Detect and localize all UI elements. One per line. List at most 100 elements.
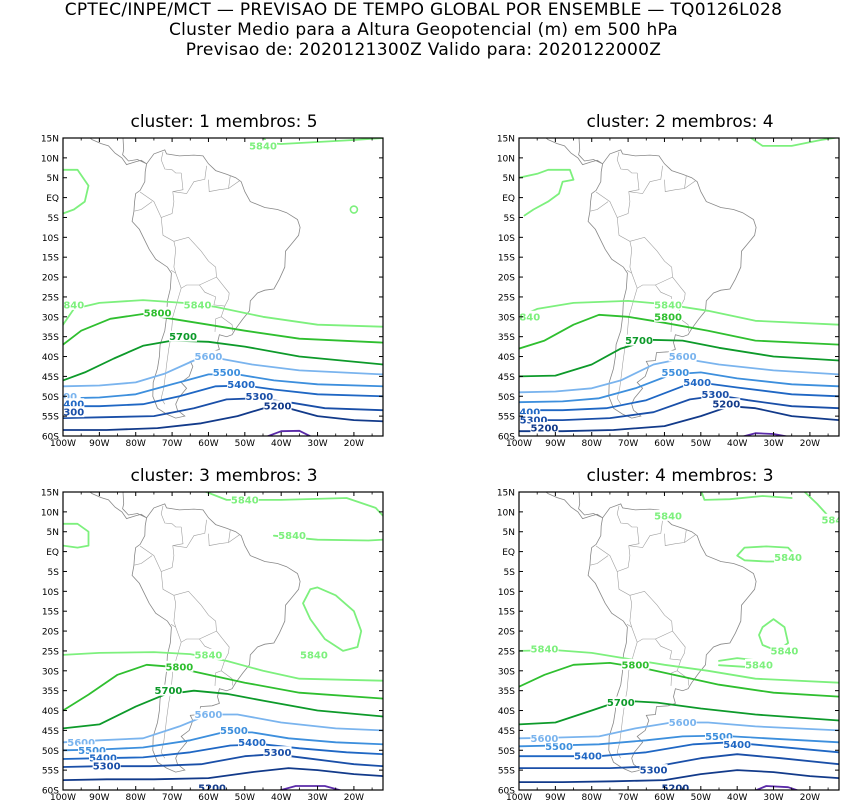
- lat-tick-label: 15S: [498, 254, 515, 264]
- country-border: [685, 535, 696, 543]
- lon-tick-label: 90W: [545, 439, 565, 449]
- lat-tick-label: 10S: [498, 588, 515, 598]
- contour-label: 5840: [278, 531, 306, 542]
- country-border: [617, 152, 637, 173]
- contour-5200: [63, 407, 383, 430]
- country-border: [591, 556, 609, 566]
- contour-5100: [752, 786, 803, 792]
- lat-tick-label: 5S: [48, 214, 60, 224]
- contour-label: 5840: [771, 646, 799, 657]
- panel-1: 5840 5840 5840 5800 5700 5600 5500 5400 5300 5200…: [23, 132, 393, 454]
- panel-2: 5840 5840 5800 5700 5600 5500 5400 5300 5200 5400…: [479, 132, 847, 454]
- country-border: [161, 572, 176, 622]
- map-frame: [63, 138, 383, 436]
- contour-label: 5840: [231, 495, 259, 506]
- lat-tick-label: 5N: [503, 528, 515, 538]
- country-border: [209, 530, 231, 546]
- lon-tick-label: 100W: [50, 793, 76, 803]
- panel-4: 5840 5840 5840 5840 5840 5840 5800 5700 5600 5500…: [479, 486, 847, 808]
- contour-label: 5600: [195, 710, 223, 721]
- lon-tick-label: 50W: [691, 439, 711, 449]
- lat-tick-label: 10N: [41, 508, 59, 518]
- lat-tick-label: 35S: [42, 687, 59, 697]
- contour-label: 5500: [220, 726, 248, 737]
- contour-label: 5400: [227, 380, 255, 391]
- lat-tick-label: 25S: [498, 293, 515, 303]
- lon-tick-label: 30W: [307, 439, 327, 449]
- lon-tick-label: 20W: [800, 793, 820, 803]
- lat-tick-label: 40S: [498, 353, 515, 363]
- lat-tick-label: 15N: [41, 489, 59, 499]
- lon-tick-label: 60W: [654, 439, 674, 449]
- lon-tick-label: 60W: [198, 793, 218, 803]
- contour-label: 5400: [683, 378, 711, 389]
- country-border: [630, 591, 673, 642]
- lon-tick-label: 40W: [727, 439, 747, 449]
- lon-tick-label: 50W: [691, 793, 711, 803]
- contour-label: 5300: [264, 748, 292, 759]
- lat-tick-label: 30S: [498, 313, 515, 323]
- lon-tick-label: 80W: [126, 439, 146, 449]
- lat-tick-label: 5S: [504, 214, 516, 224]
- country-border: [161, 506, 181, 527]
- contour-5840: [63, 524, 89, 548]
- lat-tick-label: 5N: [47, 528, 59, 538]
- lat-tick-label: 5N: [503, 174, 515, 184]
- country-border: [596, 173, 639, 218]
- contour-label: 5300: [93, 762, 121, 773]
- coastline-central-america: [63, 486, 147, 519]
- lat-tick-label: 45S: [42, 727, 59, 737]
- lat-tick-label: EQ: [46, 548, 59, 558]
- country-border: [685, 181, 696, 189]
- lat-tick-label: 5S: [48, 568, 60, 578]
- contour-label: 5600: [669, 352, 697, 363]
- contour-5840: [519, 170, 574, 216]
- contour-5840: [63, 652, 383, 681]
- contour-label: 5600: [669, 718, 697, 729]
- lat-tick-label: 55S: [498, 413, 515, 423]
- lon-tick-label: 20W: [800, 439, 820, 449]
- lon-tick-label: 90W: [89, 439, 109, 449]
- contour-5840: [63, 300, 383, 327]
- contour-5840-ring: [350, 206, 357, 213]
- country-border: [665, 176, 687, 192]
- coastline-central-america: [63, 132, 147, 165]
- lon-tick-label: 80W: [126, 793, 146, 803]
- country-border: [140, 173, 183, 218]
- header-line-3: Previsao de: 2020121300Z Valido para: 20…: [0, 40, 847, 60]
- lat-tick-label: EQ: [502, 548, 515, 558]
- contour-label: 5840: [821, 515, 847, 526]
- lat-tick-label: 50S: [498, 747, 515, 757]
- lat-tick-label: 25S: [42, 647, 59, 657]
- coastline-central-america: [519, 132, 603, 165]
- country-border: [173, 166, 207, 194]
- lat-tick-label: 15S: [42, 254, 59, 264]
- contour-5840: [201, 490, 383, 516]
- contour-label: 5600: [531, 734, 559, 745]
- lat-tick-label: 10S: [42, 234, 59, 244]
- contour-label: 5700: [169, 332, 197, 343]
- lat-tick-label: 10N: [497, 508, 515, 518]
- lat-tick-label: 25S: [42, 293, 59, 303]
- country-border: [630, 237, 673, 288]
- map-panel-3: 5840584058405840580057005600550054005300…: [23, 486, 393, 804]
- lat-tick-label: 30S: [42, 667, 59, 677]
- map-frame: [63, 492, 383, 790]
- country-border: [655, 631, 685, 660]
- lon-tick-label: 100W: [506, 439, 532, 449]
- country-border: [591, 202, 609, 212]
- map-area: 5840 584058405840584058405800570056005500…: [519, 486, 847, 795]
- lat-tick-label: 20S: [42, 274, 59, 284]
- lat-tick-label: 50S: [42, 747, 59, 757]
- country-border: [671, 660, 681, 686]
- contour-label: 5840: [184, 300, 212, 311]
- contour-label: 5840: [774, 553, 802, 564]
- contour-label: 5400: [238, 738, 266, 749]
- contour-label: 5200: [712, 400, 740, 411]
- lat-tick-label: 5S: [504, 568, 516, 578]
- panel-title: cluster: 2 membros: 4: [530, 112, 830, 132]
- lat-tick-label: 55S: [498, 767, 515, 777]
- contour-5840: [63, 170, 89, 214]
- lon-tick-label: 90W: [545, 793, 565, 803]
- contour-label: 5840: [249, 141, 277, 152]
